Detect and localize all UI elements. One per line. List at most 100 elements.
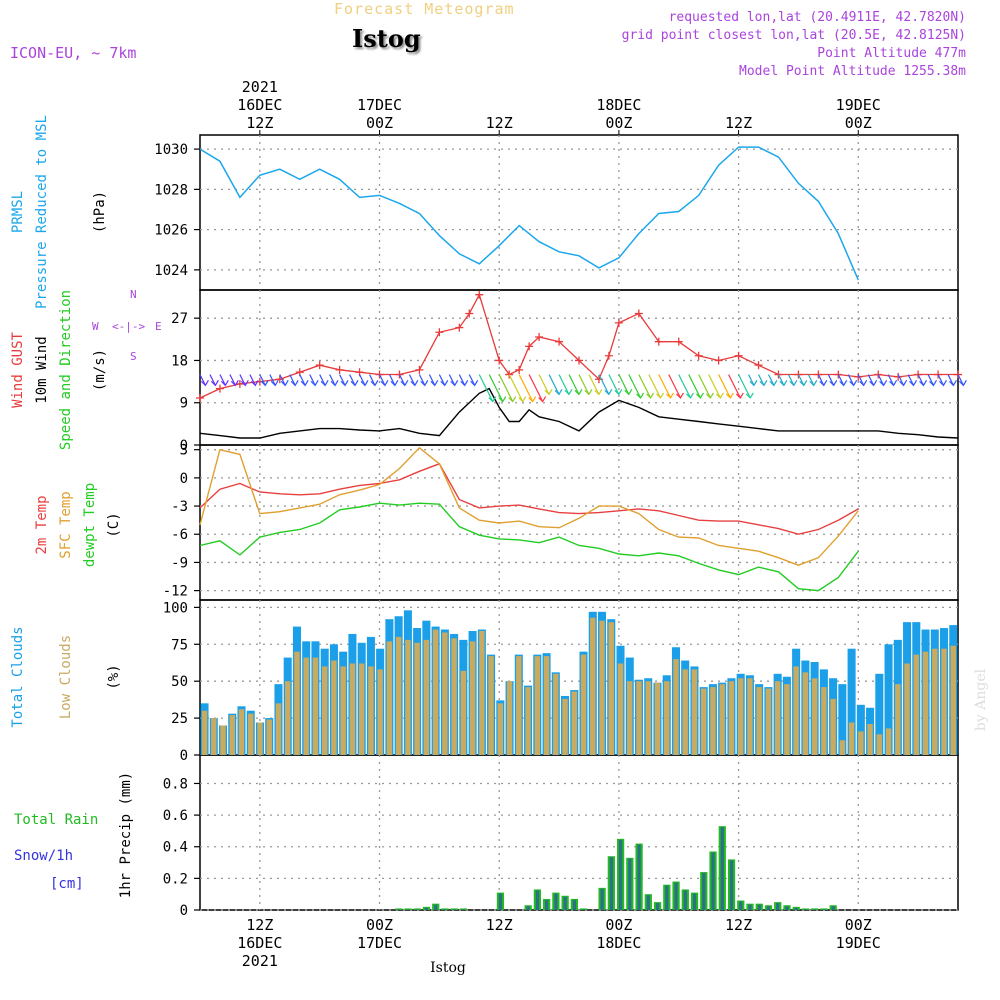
wind-direction-arrowhead	[958, 380, 967, 387]
wind-direction-arrow	[678, 374, 691, 399]
snow-bar	[674, 882, 678, 910]
low-clouds-bar	[469, 641, 476, 755]
low-clouds-bar	[700, 688, 707, 755]
wind-direction-arrow	[817, 374, 825, 386]
low-clouds-bar	[405, 639, 411, 755]
rain-bar	[450, 908, 458, 910]
wind-direction-arrow	[498, 374, 514, 402]
station-name: Istog	[352, 24, 421, 53]
top-time-label: 00Z	[605, 114, 632, 132]
wind-direction-arrow	[538, 374, 550, 395]
low-clouds-bar	[793, 666, 799, 755]
gust-marker	[914, 370, 923, 379]
rain-bar	[441, 908, 449, 910]
gust-marker	[495, 356, 504, 365]
wind-direction-arrowhead	[410, 380, 419, 387]
wind-direction-arrow	[777, 374, 785, 386]
wind-direction-arrow	[748, 374, 755, 386]
wind-direction-arrowhead	[340, 380, 349, 387]
top-time-label: 17DEC	[357, 96, 402, 114]
low-clouds-bar	[599, 620, 605, 755]
bottom-time-label: 2021	[242, 952, 278, 970]
snow-bar	[600, 888, 604, 910]
low-clouds-bar	[904, 663, 910, 755]
clouds-ylabel: (%)	[106, 664, 122, 689]
low-clouds-bar	[719, 684, 725, 755]
low-clouds-bar	[294, 651, 300, 755]
wind-direction-arrowhead	[686, 392, 694, 399]
wind-direction-arrow	[508, 374, 524, 402]
wind-direction-arrow	[468, 374, 476, 386]
snow-bar	[461, 909, 466, 910]
wind-direction-arrow	[418, 374, 426, 386]
low-clouds-bar	[525, 687, 531, 755]
low-clouds-bar	[386, 641, 393, 755]
gust-marker	[575, 356, 583, 365]
gust-marker	[375, 370, 384, 379]
low-clouds-bar	[636, 681, 642, 755]
wind-direction-arrow	[209, 374, 216, 386]
low-clouds-bar	[885, 728, 892, 755]
wind-direction-arrowhead	[250, 380, 259, 387]
wind-direction-arrow	[937, 374, 944, 386]
top-time-label: 19DEC	[836, 96, 881, 114]
wind-compass-s: S	[130, 350, 137, 363]
wind-direction-arrowhead	[370, 380, 379, 387]
snow-bar	[443, 909, 447, 910]
wind-direction-arrow	[738, 374, 751, 399]
wind-direction-arrowhead	[280, 380, 289, 387]
low-clouds-bar	[895, 684, 901, 755]
footer-station: Istog	[430, 960, 466, 976]
wind-direction-arrow	[668, 374, 681, 399]
wind-direction-arrowhead	[666, 392, 675, 399]
low-clouds-bar	[284, 681, 291, 755]
top-time-label: 00Z	[845, 114, 872, 132]
pressure-title-2: Pressure Reduced to MSL	[34, 115, 50, 309]
snow-bar	[415, 909, 419, 910]
gust-marker	[814, 370, 823, 379]
low-clouds-bar	[922, 651, 929, 755]
wind-ylabel: (m/s)	[92, 349, 108, 391]
gust-marker	[894, 372, 903, 381]
wind-direction-arrowhead	[260, 380, 269, 387]
wind-direction-arrowhead	[929, 380, 937, 387]
snow-bar	[757, 904, 761, 910]
total-clouds-bar	[856, 704, 865, 755]
wind-direction-arrow	[658, 374, 672, 399]
gust-marker	[754, 361, 763, 370]
low-clouds-bar	[608, 622, 614, 755]
dewpt-temp-line	[199, 502, 859, 592]
low-clouds-bar	[442, 632, 448, 755]
wind-direction-arrowhead	[220, 380, 229, 387]
wind-direction-arrow	[359, 374, 366, 386]
wind-direction-arrow	[598, 374, 610, 395]
low-clouds-bar	[488, 656, 494, 755]
precip-legend-rain: Total Rain	[14, 812, 98, 828]
top-time-label: 12Z	[725, 114, 752, 132]
wind-direction-arrow	[957, 374, 964, 386]
wind-direction-arrow	[388, 374, 396, 386]
total-clouds-title: Total Clouds	[10, 626, 26, 727]
temperature-ytick-label: -6	[171, 527, 188, 543]
wind-direction-arrowhead	[230, 380, 239, 387]
low-clouds-bar	[229, 715, 235, 755]
low-clouds-bar	[756, 687, 762, 755]
low-clouds-bar	[201, 710, 208, 755]
low-clouds-bar	[543, 656, 550, 755]
wind-direction-arrowhead	[646, 392, 655, 399]
wind-direction-arrow	[408, 374, 416, 386]
rain-bar	[820, 908, 828, 910]
gust-marker	[315, 361, 324, 370]
wind-direction-arrowhead	[745, 392, 754, 399]
wind-direction-arrowhead	[725, 392, 734, 399]
pressure-ytick-label: 1024	[154, 263, 188, 279]
wind-direction-arrowhead	[300, 380, 309, 387]
snow-bar	[424, 907, 429, 910]
wind-direction-arrowhead	[676, 392, 684, 399]
gust-marker	[714, 356, 723, 365]
wind-direction-arrow	[947, 374, 954, 386]
wind-direction-arrow	[887, 374, 895, 386]
low-clouds-bar	[802, 672, 809, 755]
sfc-temp-line	[199, 446, 859, 566]
wind-direction-arrow	[369, 374, 376, 386]
